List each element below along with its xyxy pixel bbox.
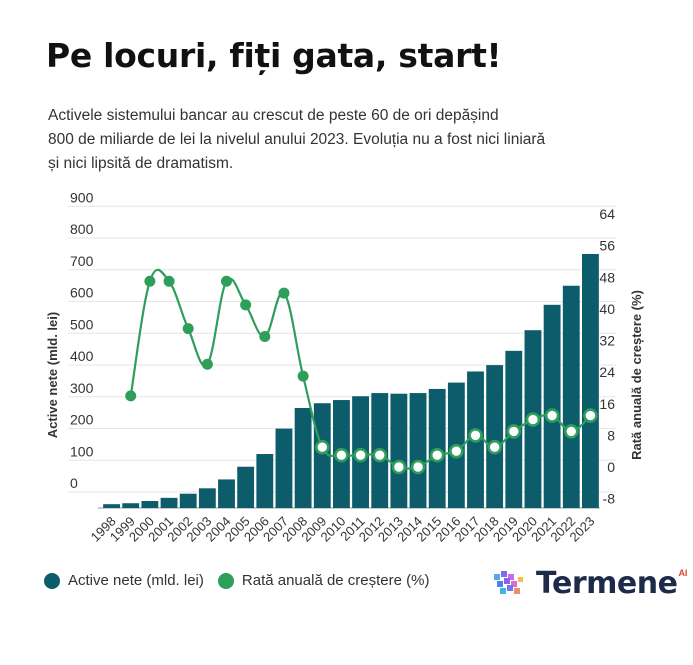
bar (122, 503, 140, 508)
brand-name: Termene (536, 566, 678, 601)
growth-point (259, 331, 271, 343)
y-tick-label: 700 (70, 253, 94, 269)
brand-ai-badge: AI (678, 568, 688, 578)
growth-point (391, 459, 407, 475)
bar (275, 428, 293, 508)
growth-point (278, 287, 290, 299)
growth-point (468, 428, 483, 443)
y-tick-label: 900 (70, 189, 94, 205)
y2-tick-label: 8 (607, 427, 615, 443)
bar (294, 407, 312, 508)
growth-point (506, 424, 522, 439)
y-tick-label: 300 (70, 380, 94, 396)
growth-point (240, 299, 252, 311)
legend-label-line: Rată anuală de creștere (%) (241, 572, 430, 589)
bar (179, 493, 197, 508)
y-tick-label: 100 (70, 443, 94, 459)
cube-grid-logo-icon (494, 570, 523, 594)
growth-point (353, 447, 368, 463)
bar (256, 454, 274, 508)
bar (237, 466, 255, 508)
y-tick-label: 200 (70, 412, 94, 428)
growth-point (163, 275, 175, 287)
bar (103, 504, 121, 508)
brand-logo: Termene AI (492, 566, 687, 601)
bar (160, 497, 178, 508)
growth-point (297, 370, 309, 382)
legend-label-bars: Active nete (mld. lei) (68, 572, 204, 589)
y2-tick-label: -8 (603, 491, 616, 507)
bar (390, 393, 408, 508)
y2-tick-label: 48 (599, 269, 615, 285)
chart-title: Pe locuri, fiți gata, start! (46, 36, 502, 75)
growth-point (334, 447, 349, 463)
bar (409, 393, 427, 508)
growth-point (563, 424, 579, 439)
growth-point (410, 459, 426, 475)
bar (581, 254, 599, 508)
growth-point (182, 323, 194, 335)
legend-item-bars: Active nete (mld. lei) (44, 572, 204, 589)
y2-tick-label: 56 (599, 238, 615, 254)
y-tick-label: 400 (70, 348, 94, 364)
bar (543, 304, 561, 508)
subtitle-line: 800 de miliarde de lei la nivelul anului… (48, 131, 546, 148)
legend-swatch-bars (44, 572, 60, 589)
chart-subtitle: Activele sistemului bancar au crescut de… (48, 104, 588, 176)
y-tick-label: 800 (70, 221, 94, 237)
growth-point (449, 443, 464, 459)
bar (141, 501, 159, 508)
y2-tick-label: 64 (599, 206, 615, 222)
y2-tick-label: 0 (607, 459, 615, 475)
growth-point (544, 408, 560, 423)
growth-point (429, 447, 445, 463)
growth-point (201, 358, 213, 370)
y-tick-label: 500 (70, 316, 94, 332)
legend-swatch-line (217, 572, 234, 589)
y2-tick-label: 24 (599, 364, 615, 380)
growth-point (372, 447, 388, 463)
growth-point (583, 408, 598, 423)
y2-tick-label: 32 (599, 333, 615, 349)
growth-point (125, 390, 137, 402)
growth-point (487, 439, 502, 455)
bar (562, 285, 580, 508)
bar (313, 403, 331, 508)
y2-tick-label: 16 (599, 396, 615, 412)
y-axis-title: Active nete (mld. lei) (45, 312, 60, 438)
growth-point (221, 275, 232, 287)
legend: Active nete (mld. lei) Rată anuală de cr… (44, 572, 444, 589)
bar (486, 365, 504, 508)
y2-axis-title: Rată anuală de creștere (%) (629, 290, 644, 460)
subtitle-line: Activele sistemului bancar au crescut de… (48, 107, 499, 124)
subtitle-line: și nici lipsită de dramatism. (48, 155, 234, 172)
legend-item-line: Rată anuală de creștere (%) (217, 572, 430, 589)
growth-point (525, 412, 541, 427)
bar (218, 479, 235, 508)
growth-point (314, 439, 330, 455)
y2-tick-label: 40 (599, 301, 615, 317)
bar (198, 488, 216, 508)
y-tick-label: 600 (70, 285, 94, 301)
y-tick-label: 0 (70, 475, 78, 491)
growth-point (144, 275, 156, 287)
